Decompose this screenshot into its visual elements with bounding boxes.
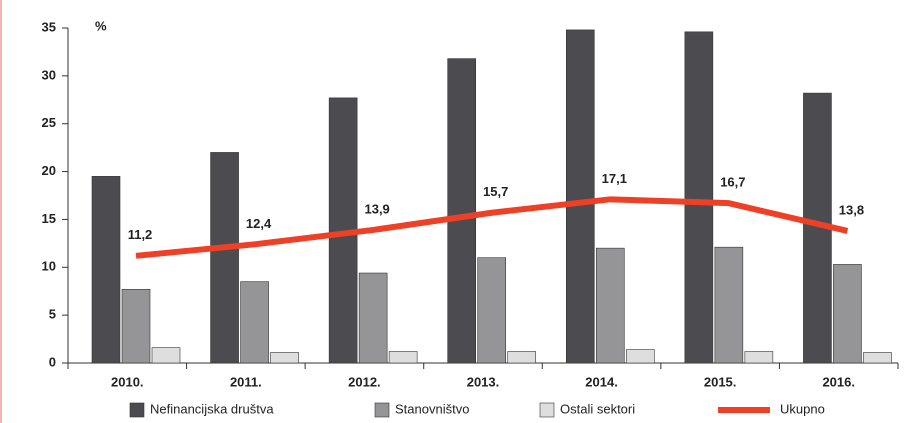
bar bbox=[91, 176, 121, 364]
bar bbox=[447, 58, 477, 364]
y-tick-label: 5 bbox=[49, 307, 56, 322]
line bbox=[135, 196, 849, 259]
bar bbox=[565, 29, 595, 364]
bar bbox=[744, 351, 774, 364]
legend-label: Ostali sektori bbox=[560, 401, 635, 416]
legend-swatch bbox=[374, 402, 390, 418]
legend-swatch bbox=[539, 402, 555, 418]
data-label: 12,4 bbox=[246, 216, 272, 231]
x-tick-label: 2014. bbox=[585, 374, 618, 389]
bar bbox=[684, 31, 714, 364]
unit-label: % bbox=[95, 18, 107, 33]
bar bbox=[270, 352, 299, 364]
legend-label: Nefinancijska društva bbox=[150, 401, 274, 416]
data-label: 17,1 bbox=[602, 171, 627, 186]
bar bbox=[477, 257, 507, 364]
bar bbox=[625, 349, 655, 364]
legend-swatch bbox=[129, 402, 145, 418]
data-label: 15,7 bbox=[483, 184, 508, 199]
x-tick-label: 2016. bbox=[822, 374, 855, 389]
bar bbox=[358, 272, 388, 364]
y-tick-label: 25 bbox=[42, 115, 56, 130]
data-label: 16,7 bbox=[720, 175, 745, 190]
bar bbox=[240, 281, 269, 364]
data-label: 11,2 bbox=[128, 227, 153, 242]
y-tick-label: 35 bbox=[42, 19, 56, 34]
y-tick-label: 10 bbox=[42, 259, 56, 274]
data-label: 13,9 bbox=[364, 201, 389, 216]
x-tick-label: 2011. bbox=[230, 374, 262, 389]
y-tick-label: 30 bbox=[42, 67, 56, 82]
bar bbox=[833, 264, 862, 364]
x-tick-label: 2015. bbox=[704, 374, 737, 389]
bar bbox=[121, 288, 151, 364]
legend-label: Ukupno bbox=[780, 401, 825, 416]
y-tick-label: 15 bbox=[42, 211, 56, 226]
bar bbox=[507, 351, 537, 364]
bar bbox=[595, 247, 625, 364]
bar bbox=[151, 347, 181, 364]
y-tick-label: 0 bbox=[49, 354, 56, 369]
legend-label: Stanovništvo bbox=[395, 401, 469, 416]
x-tick-label: 2012. bbox=[348, 374, 381, 389]
y-tick-label: 20 bbox=[42, 163, 56, 178]
data-label: 13,8 bbox=[839, 202, 864, 217]
bar bbox=[863, 352, 892, 364]
x-tick-label: 2013. bbox=[467, 374, 500, 389]
bar bbox=[388, 351, 418, 364]
bar bbox=[210, 152, 239, 364]
x-tick-label: 2010. bbox=[111, 374, 144, 389]
bar bbox=[714, 246, 744, 364]
